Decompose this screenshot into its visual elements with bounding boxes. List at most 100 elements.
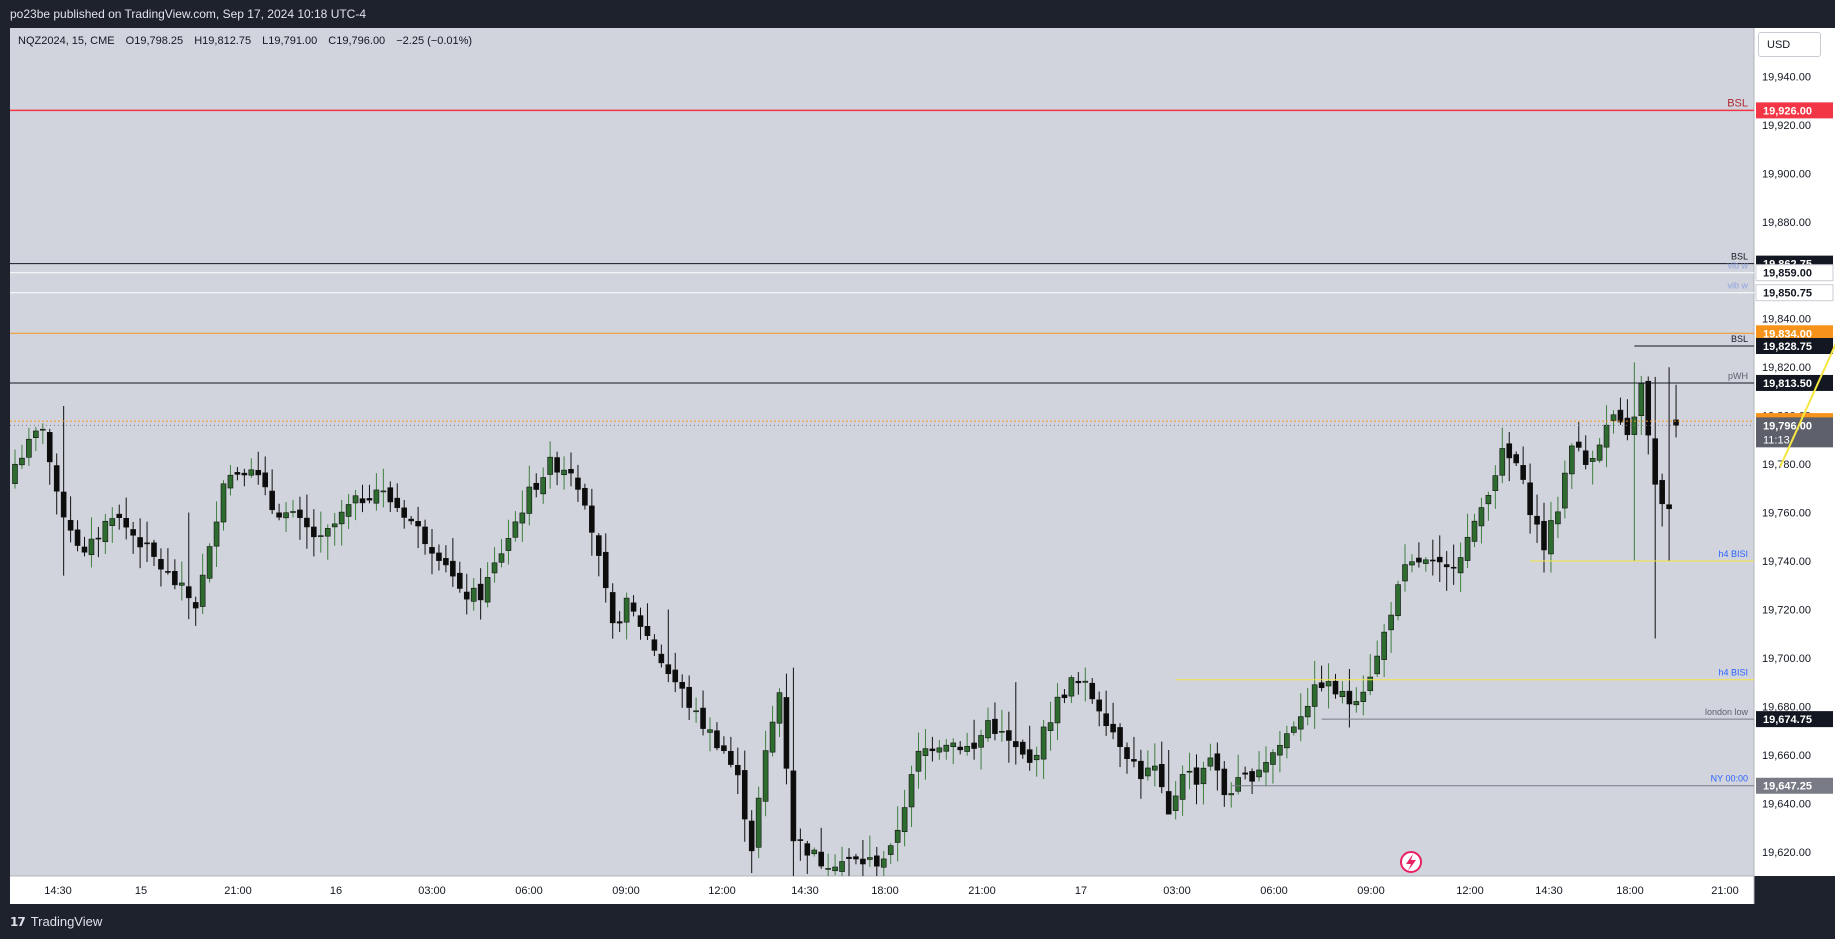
candle-body (345, 504, 352, 517)
candle-body (978, 735, 984, 748)
candle-body (74, 529, 81, 546)
candle-body (561, 469, 567, 476)
candle-body (707, 729, 713, 733)
price-tag (1756, 777, 1833, 794)
candle-body (887, 845, 894, 855)
candle-body (873, 855, 880, 867)
candle-body (373, 489, 380, 504)
candle-body (519, 512, 526, 524)
candle-body (304, 517, 310, 528)
price-tag-label: 19,850.75 (1763, 288, 1812, 300)
candle-body (297, 509, 303, 518)
candle-body (1430, 559, 1436, 562)
candle-body (1242, 772, 1248, 775)
candle-body (1103, 713, 1109, 727)
candle-body (463, 591, 470, 600)
candle-body (540, 477, 547, 495)
candle-body (867, 857, 873, 860)
candle-body (1263, 762, 1269, 773)
candle-body (123, 517, 129, 528)
candle-body (144, 542, 150, 545)
candle-body (721, 745, 727, 752)
candle-body (1033, 754, 1040, 761)
candle-body (602, 551, 609, 589)
candle-body (436, 552, 442, 561)
candle-body (81, 546, 88, 553)
candle-body (679, 681, 686, 689)
candle-body (1589, 458, 1596, 462)
candle-body (1603, 424, 1610, 448)
candle-body (470, 587, 477, 602)
candle-body (1388, 614, 1394, 631)
close-value: C19,796.00 (328, 35, 386, 47)
replay-lightning-icon[interactable] (1400, 851, 1422, 873)
candle-body (957, 746, 964, 751)
price-axis (1754, 28, 1835, 876)
candle-body (1235, 777, 1241, 792)
y-tick-label: 19,720.00 (1762, 604, 1811, 616)
candle-body (790, 770, 797, 842)
price-tag-label: 19,813.50 (1763, 378, 1812, 390)
candle-body (630, 602, 637, 612)
y-tick-label: 19,620.00 (1762, 847, 1811, 859)
candle-body (686, 686, 692, 708)
y-tick-label: 19,680.00 (1762, 701, 1811, 713)
candle-body (568, 468, 574, 474)
candle-body (1291, 726, 1297, 733)
candle-body (1249, 771, 1255, 782)
candle-body (19, 457, 25, 466)
y-tick-label: 19,700.00 (1762, 653, 1811, 665)
candle-body (443, 558, 449, 566)
candle-body (860, 858, 866, 865)
candle-body (804, 843, 811, 856)
candle-body (39, 428, 46, 431)
candle-body (999, 730, 1005, 733)
candle-body (1158, 764, 1165, 788)
candle-body (1332, 680, 1339, 695)
candle-body (741, 770, 748, 820)
candle-body (477, 583, 484, 601)
projection-arrow (1779, 343, 1835, 467)
candle-body (116, 513, 123, 519)
candle-body (1541, 520, 1547, 551)
candle-body (880, 858, 887, 868)
candle-body (651, 639, 658, 651)
symbol-label[interactable]: NQZ2024, 15, CME (18, 35, 115, 47)
candle-body (853, 856, 859, 860)
candle-body (1582, 450, 1589, 465)
candle-body (1318, 682, 1325, 689)
candle-body (1457, 557, 1464, 574)
level-label: BSL (1727, 97, 1748, 109)
candle-body (67, 519, 74, 531)
candle-body (394, 497, 401, 509)
candle-body (1145, 767, 1151, 777)
candle-body (1527, 482, 1533, 516)
current-price-tag (1756, 417, 1833, 448)
candle-body (1256, 769, 1262, 778)
candle-body (714, 730, 720, 749)
price-tag-label: 19,674.75 (1763, 714, 1812, 726)
candle-body (1214, 753, 1221, 771)
currency-selector[interactable]: USD (1758, 32, 1821, 57)
candle-body (1374, 655, 1380, 675)
candle-body (234, 472, 241, 475)
candle-body (1353, 701, 1360, 706)
x-tick-label: 09:00 (1357, 885, 1385, 897)
candle-body (1402, 564, 1408, 582)
level-label: BSL (1731, 252, 1748, 262)
candle-body (1409, 561, 1415, 566)
candle-body (1138, 760, 1144, 780)
candle-body (1548, 520, 1554, 555)
candle-body (1506, 443, 1513, 459)
candle-body (825, 868, 831, 870)
ohlc-legend: NQZ2024, 15, CME O19,798.25 H19,812.75 L… (18, 35, 480, 47)
y-tick-label: 19,840.00 (1762, 314, 1811, 326)
candle-body (1165, 791, 1172, 815)
candle-body (1416, 557, 1422, 563)
currency-label: USD (1767, 38, 1791, 51)
tradingview-logo[interactable]: 𝟭𝟳 TradingView (10, 914, 102, 929)
level-label: vib w (1727, 281, 1748, 291)
candle-body (1339, 690, 1346, 698)
candle-body (1513, 454, 1519, 464)
